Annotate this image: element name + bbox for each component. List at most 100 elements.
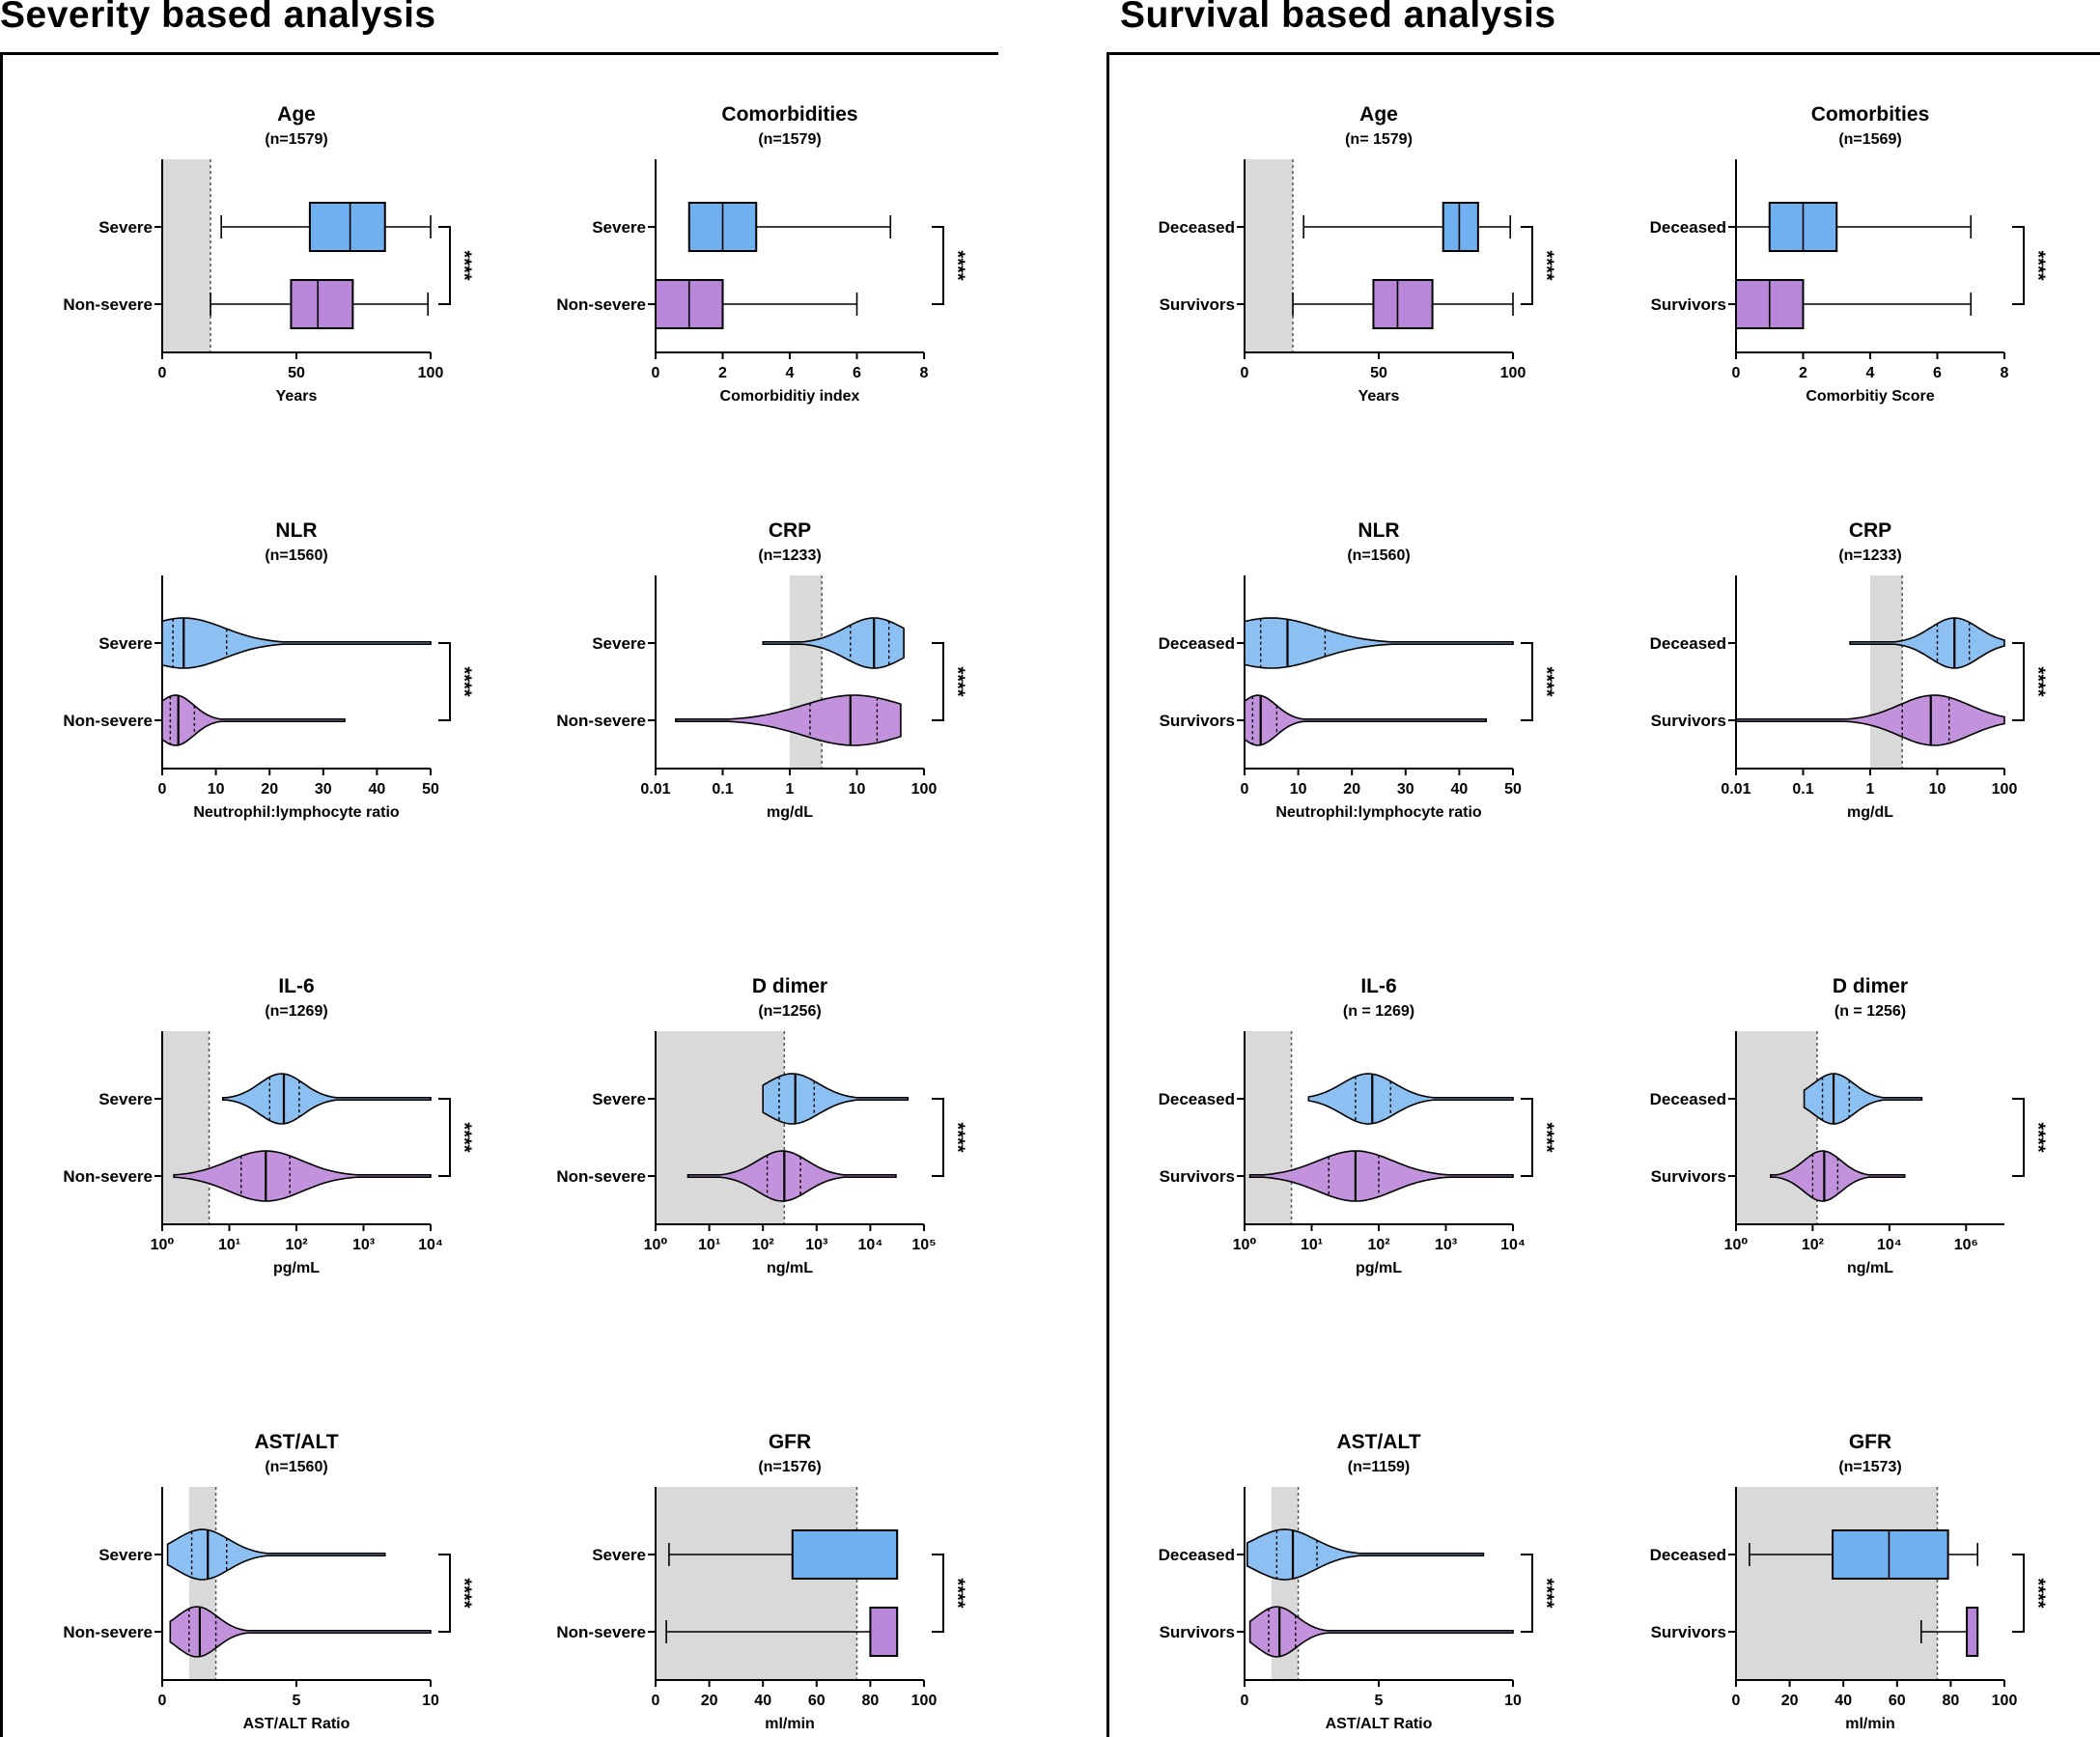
x-tick-label: 80 — [1943, 1693, 1960, 1709]
y-category-label: Survivors — [1160, 295, 1235, 314]
panel-n: (n=1256) — [758, 1003, 821, 1020]
y-category-label: Non-severe — [63, 295, 153, 314]
significance-stars: **** — [454, 1578, 475, 1608]
iqr-box — [308, 202, 386, 252]
violin-shape — [1849, 617, 2005, 669]
x-tick-label: 10⁴ — [1877, 1237, 1902, 1253]
significance-stars: **** — [1536, 666, 1557, 696]
x-tick-label: 2 — [718, 365, 727, 381]
y-category-label: Severe — [98, 218, 153, 237]
section-title-survival: Survival based analysis — [1120, 0, 1556, 36]
y-category-label: Survivors — [1160, 1623, 1235, 1641]
y-category-label: Non-severe — [63, 712, 153, 730]
x-tick-label: 10³ — [352, 1237, 375, 1253]
violin-shape — [173, 1150, 432, 1202]
violin-shape — [161, 617, 432, 669]
y-category-label: Deceased — [1650, 1546, 1726, 1564]
panel-n: (n=1576) — [758, 1459, 821, 1475]
significance-bracket — [1521, 642, 1533, 721]
significance-stars: **** — [947, 250, 968, 280]
x-tick-label: 10 — [849, 781, 866, 798]
y-category-label: Deceased — [1159, 218, 1235, 237]
x-tick-label: 6 — [1933, 365, 1942, 381]
y-category-label: Survivors — [1651, 1167, 1726, 1186]
significance-stars: **** — [1536, 1578, 1557, 1608]
x-tick-label: 40 — [1451, 781, 1469, 798]
severity-top-rule — [0, 52, 998, 55]
x-tick-label: 100 — [911, 1693, 938, 1709]
x-tick-label: 10² — [752, 1237, 774, 1253]
x-tick-label: 0.01 — [640, 781, 670, 798]
reference-band — [162, 159, 211, 352]
y-category-label: Severe — [98, 634, 153, 653]
x-axis-title: pg/mL — [1356, 1260, 1402, 1276]
panel-sur-age: Age (n= 1579) 0 50 100 Years Deceased Survivors… — [1159, 103, 1557, 405]
x-tick-label: 50 — [422, 781, 439, 798]
y-category-label: Deceased — [1159, 1090, 1235, 1108]
x-tick-label: 0 — [1241, 365, 1249, 381]
x-tick-label: 4 — [1866, 365, 1875, 381]
x-axis-title: Neutrophil:lymphocyte ratio — [193, 804, 400, 821]
significance-bracket — [438, 1098, 451, 1177]
violin-shape — [762, 617, 905, 669]
y-category-label: Severe — [592, 1090, 646, 1108]
panel-n: (n=1233) — [1838, 547, 1901, 564]
x-tick-label: 5 — [1375, 1693, 1384, 1709]
y-category-label: Deceased — [1650, 1090, 1726, 1108]
y-category-label: Severe — [98, 1546, 153, 1564]
panel-n: (n=1159) — [1348, 1459, 1410, 1475]
significance-stars: **** — [1536, 250, 1557, 280]
x-tick-label: 0 — [1241, 1693, 1249, 1709]
significance-stars: **** — [947, 1578, 968, 1608]
panel-sur-ddimer: D dimer (n = 1256) 10⁰ 10² 10⁴ 10⁶ ng/mL Deceas… — [1650, 975, 2049, 1276]
x-axis-title: ng/mL — [1847, 1260, 1893, 1276]
panel-sev-nlr: NLR (n=1560) 0 10 20 30 40 50 Neutrophil:lymphoc… — [63, 519, 474, 821]
violin-shape — [161, 694, 346, 746]
panel-n: (n=1573) — [1838, 1459, 1901, 1475]
x-tick-label: 100 — [1500, 365, 1526, 381]
panel-n: (n = 1256) — [1834, 1003, 1906, 1020]
x-tick-label: 0 — [158, 781, 167, 798]
x-tick-label: 10¹ — [698, 1237, 720, 1253]
panel-title: IL-6 — [278, 975, 314, 997]
x-axis-title: Comorbiditiy index — [720, 388, 860, 405]
x-tick-label: 60 — [808, 1693, 826, 1709]
violin-shape — [1248, 1150, 1514, 1202]
significance-bracket — [1521, 1098, 1533, 1177]
x-tick-label: 10³ — [1435, 1237, 1457, 1253]
survival-top-rule — [1106, 52, 2100, 55]
panel-sur-crp: CRP (n=1233) 0.01 0.1 1 10 100 mg/dL Deceased Sur… — [1650, 519, 2049, 821]
y-category-label: Severe — [98, 1090, 153, 1108]
x-tick-label: 10⁴ — [418, 1237, 443, 1253]
x-tick-label: 0 — [652, 1693, 660, 1709]
x-tick-label: 0 — [1732, 1693, 1741, 1709]
panel-title: GFR — [1849, 1431, 1891, 1453]
panel-n: (n=1560) — [265, 1459, 327, 1475]
panel-title: D dimer — [1833, 975, 1908, 997]
x-tick-label: 6 — [853, 365, 861, 381]
x-tick-label: 1 — [786, 781, 795, 798]
x-tick-label: 10⁵ — [911, 1237, 936, 1253]
significance-stars: **** — [947, 1122, 968, 1152]
y-category-label: Deceased — [1159, 634, 1235, 653]
reference-band — [1245, 1031, 1292, 1224]
x-tick-label: 8 — [920, 365, 929, 381]
y-category-label: Severe — [592, 218, 646, 237]
x-tick-label: 50 — [288, 365, 305, 381]
panel-title: Comorbities — [1811, 103, 1930, 126]
significance-stars: **** — [454, 1122, 475, 1152]
x-axis-title: Comorbitiy Score — [1806, 388, 1934, 405]
severity-left-rule — [0, 52, 3, 1737]
x-tick-label: 0 — [158, 365, 167, 381]
iqr-box — [1832, 1529, 1949, 1580]
panel-title: Comorbidities — [721, 103, 857, 126]
x-tick-label: 0 — [1241, 781, 1249, 798]
violin-shape — [762, 1073, 910, 1125]
significance-bracket — [1521, 1554, 1533, 1633]
violin-shape — [169, 1606, 432, 1658]
y-category-label: Non-severe — [63, 1167, 153, 1186]
survival-left-rule — [1106, 52, 1109, 1737]
panel-title: NLR — [1358, 519, 1399, 542]
x-tick-label: 10 — [1504, 1693, 1522, 1709]
